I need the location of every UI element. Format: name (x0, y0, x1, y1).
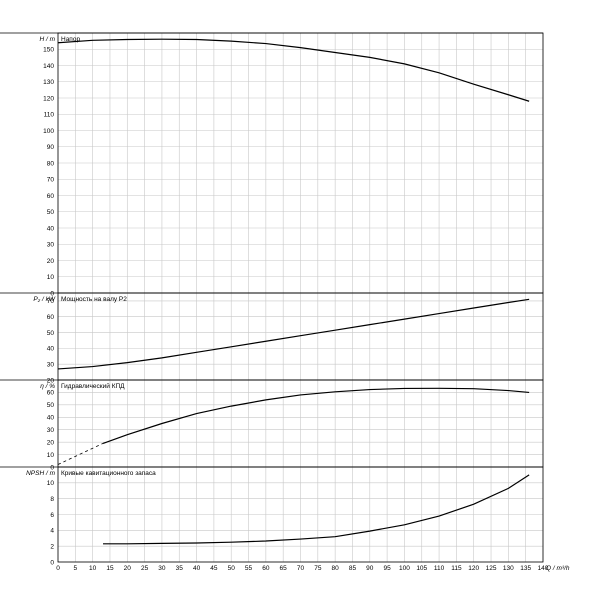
y-axis-label: NPSH / m (26, 470, 55, 477)
y-tick-label: 30 (47, 242, 55, 249)
y-tick-label: 30 (47, 361, 55, 368)
x-tick-label: 135 (520, 565, 531, 572)
x-tick-label: 55 (245, 565, 253, 572)
y-tick-label: 30 (47, 427, 55, 434)
y-axis-label: H / m (39, 36, 55, 43)
y-tick-label: 60 (47, 314, 55, 321)
x-tick-label: 80 (332, 565, 340, 572)
panel-title: Мощность на валу P2 (61, 296, 127, 303)
y-tick-label: 20 (47, 377, 55, 384)
x-tick-label: 105 (416, 565, 427, 572)
npsh-curve (103, 474, 530, 545)
y-tick-label: 50 (47, 209, 55, 216)
x-tick-label: 45 (210, 565, 218, 572)
efficiency-curve (102, 387, 530, 444)
x-tick-label: 75 (314, 565, 322, 572)
x-tick-label: 115 (451, 565, 462, 572)
panel-title: Кривые кавитационного запаса (61, 470, 156, 477)
y-tick-label: 2 (50, 543, 54, 550)
x-tick-label: 5 (74, 565, 78, 572)
y-tick-label: 50 (47, 402, 55, 409)
x-tick-label: 120 (468, 565, 479, 572)
x-tick-label: 25 (141, 565, 149, 572)
x-tick-label: 130 (503, 565, 514, 572)
y-tick-label: 40 (47, 346, 55, 353)
x-tick-label: 95 (383, 565, 391, 572)
power-curve (57, 298, 530, 370)
y-tick-label: 0 (50, 290, 54, 297)
y-tick-label: 0 (50, 464, 54, 471)
y-tick-label: 20 (47, 439, 55, 446)
x-tick-label: 100 (399, 565, 410, 572)
y-tick-label: 140 (43, 63, 54, 70)
panel-head: 0 10 20 30 40 50 60 70 80 90 100 110 120 130 140 150 H /… (0, 32, 544, 297)
y-tick-label: 40 (47, 225, 55, 232)
panel-efficiency: 0 10 20 30 40 50 60η / % Гидравлический КПД (0, 379, 544, 471)
x-tick-label: 125 (486, 565, 497, 572)
y-tick-label: 100 (43, 128, 54, 135)
x-tick-label: 15 (106, 565, 114, 572)
y-axis-label: P₂ / kW (33, 296, 55, 303)
x-axis-label: Q / m³/h (546, 565, 570, 572)
x-tick-label: 70 (297, 565, 305, 572)
y-tick-label: 60 (47, 193, 55, 200)
y-tick-label: 50 (47, 330, 55, 337)
y-axis-label: η / % (40, 383, 55, 390)
y-tick-label: 0 (50, 559, 54, 566)
y-tick-label: 20 (47, 258, 55, 265)
y-tick-label: 40 (47, 415, 55, 422)
x-tick-label: 20 (124, 565, 132, 572)
x-tick-label: 35 (176, 565, 184, 572)
y-tick-label: 4 (50, 528, 54, 535)
x-tick-label: 85 (349, 565, 357, 572)
panel-title: Гидравлический КПД (61, 382, 125, 390)
y-tick-label: 10 (47, 452, 55, 459)
x-axis: 0 5 10 15 20 25 30 35 40 45 50 55 60 65 70 75 80 85 90 95 10… (56, 565, 570, 572)
x-tick-label: 50 (228, 565, 236, 572)
x-tick-label: 90 (366, 565, 374, 572)
y-tick-label: 70 (47, 177, 55, 184)
y-tick-label: 10 (47, 480, 55, 487)
x-tick-label: 10 (89, 565, 97, 572)
x-tick-label: 40 (193, 565, 201, 572)
y-tick-label: 150 (43, 47, 54, 54)
y-tick-label: 80 (47, 160, 55, 167)
efficiency-curve (57, 443, 104, 465)
x-tick-label: 140 (538, 565, 549, 572)
x-tick-label: 60 (262, 565, 270, 572)
y-tick-label: 70 (47, 298, 55, 305)
y-tick-label: 90 (47, 144, 55, 151)
y-tick-label: 120 (43, 95, 54, 102)
y-tick-label: 6 (50, 512, 54, 519)
x-tick-label: 30 (158, 565, 166, 572)
y-tick-label: 110 (44, 112, 55, 119)
x-tick-label: 110 (434, 565, 445, 572)
y-tick-label: 8 (50, 496, 54, 503)
panel-npsh: 0 2 4 6 8 10 NPSH / m Кривые кавитационного зап… (0, 466, 544, 566)
y-tick-label: 60 (47, 390, 55, 397)
panel-title: Напор (61, 36, 80, 43)
x-tick-label: 65 (280, 565, 288, 572)
head-curve (57, 38, 530, 102)
x-tick-label: 0 (56, 565, 60, 572)
y-tick-label: 130 (43, 79, 54, 86)
y-tick-label: 10 (47, 274, 55, 281)
